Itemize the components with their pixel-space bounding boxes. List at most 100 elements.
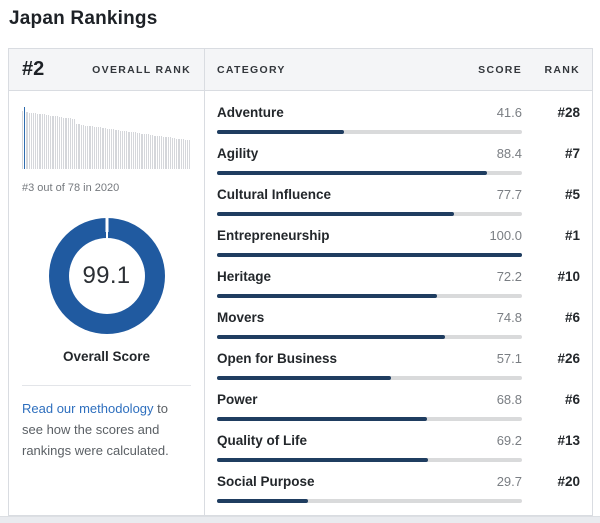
score-bar-track xyxy=(217,499,522,503)
category-label: Power xyxy=(217,392,258,407)
category-rank: #6 xyxy=(564,392,580,407)
rank-bar xyxy=(89,126,91,169)
score-bar-track xyxy=(217,294,522,298)
rank-bar xyxy=(167,137,169,169)
score-bar-track xyxy=(217,130,522,134)
rank-bar xyxy=(82,124,84,169)
category-rank: #5 xyxy=(564,187,580,202)
score-bar-fill xyxy=(217,417,427,421)
methodology-link[interactable]: Read our methodology xyxy=(22,401,154,416)
page-title: Japan Rankings xyxy=(9,8,158,29)
category-label: Heritage xyxy=(217,269,272,284)
score-bar-track xyxy=(217,335,522,339)
rank-bar xyxy=(178,138,180,169)
score-bar-fill xyxy=(217,130,344,134)
score-bar-fill xyxy=(217,253,522,257)
rank-bar xyxy=(158,136,160,169)
category-rows: Adventure 41.6 #28 Agility 88.4 #7 Cultu… xyxy=(205,91,592,503)
panel-divider xyxy=(22,385,191,386)
rank-bar xyxy=(43,114,45,169)
score-bar-track xyxy=(217,376,522,380)
rank-bar xyxy=(37,113,39,169)
category-label: Social Purpose xyxy=(217,474,315,489)
rank-bar xyxy=(91,126,93,169)
category-rank: #7 xyxy=(564,146,580,161)
table-row: Heritage 72.2 #10 xyxy=(217,257,580,298)
category-score: 29.7 xyxy=(496,474,522,489)
table-row: Entrepreneurship 100.0 #1 xyxy=(217,216,580,257)
rank-bar xyxy=(100,127,102,169)
category-label: Adventure xyxy=(217,105,284,120)
rank-bar xyxy=(113,129,115,169)
table-row: Quality of Life 69.2 #13 xyxy=(217,421,580,462)
category-rank: #1 xyxy=(564,228,580,243)
overall-score-donut: 99.1 xyxy=(48,218,165,334)
rank-bar xyxy=(161,136,163,169)
table-row: Power 68.8 #6 xyxy=(217,380,580,421)
donut-hole: 99.1 xyxy=(68,238,145,314)
rank-bar xyxy=(22,111,24,169)
rank-bar xyxy=(171,138,174,169)
rank-bar xyxy=(143,133,145,169)
next-section-strip xyxy=(0,516,600,523)
category-score: 57.1 xyxy=(496,351,522,366)
rank-bar xyxy=(150,134,152,169)
rank-bar xyxy=(108,128,111,169)
rank-history-caption: #3 out of 78 in 2020 xyxy=(22,182,120,194)
column-header-category: CATEGORY xyxy=(217,63,286,76)
category-score: 72.2 xyxy=(496,269,522,284)
rank-bar xyxy=(56,116,58,169)
score-bar-fill xyxy=(217,294,438,298)
column-header-score: SCORE xyxy=(478,63,522,76)
rank-bar xyxy=(169,137,171,169)
overall-rank-value: #2 xyxy=(22,58,45,80)
rank-bar xyxy=(154,135,156,169)
rank-bar xyxy=(182,139,184,169)
methodology-rest: to see how the scores and rankings were … xyxy=(22,401,169,459)
rank-bar xyxy=(39,113,41,169)
rank-bar xyxy=(163,136,165,169)
rank-bar xyxy=(61,116,63,169)
category-rank: #28 xyxy=(557,105,580,120)
rank-bar xyxy=(71,118,74,169)
category-rank: #20 xyxy=(557,474,580,489)
rank-bar xyxy=(102,128,104,169)
rankings-card: #2 OVERALL RANK #3 out of 78 in 2020 99.… xyxy=(8,48,593,516)
rank-bar xyxy=(119,130,121,169)
rank-bar xyxy=(35,113,37,169)
category-score: 100.0 xyxy=(489,228,522,243)
rank-bar xyxy=(28,112,30,169)
rank-bar-highlighted xyxy=(24,107,26,169)
rank-bar xyxy=(128,131,130,169)
category-label: Entrepreneurship xyxy=(217,228,330,243)
category-label: Cultural Influence xyxy=(217,187,332,202)
score-bar-fill xyxy=(217,171,487,175)
rank-bar xyxy=(78,124,80,169)
category-rank: #6 xyxy=(564,310,580,325)
category-score: 69.2 xyxy=(496,433,522,448)
score-bar-track xyxy=(217,171,522,175)
category-label: Agility xyxy=(217,146,259,161)
rank-bar xyxy=(126,131,128,169)
rank-bar xyxy=(30,112,32,169)
rank-bar xyxy=(189,139,191,169)
rank-bar xyxy=(54,116,56,169)
rank-bar xyxy=(80,124,82,169)
score-bar-fill xyxy=(217,499,308,503)
rank-bar xyxy=(84,125,87,169)
overall-rank-panel: #2 OVERALL RANK #3 out of 78 in 2020 99.… xyxy=(9,49,205,515)
rank-bar xyxy=(174,138,176,169)
rank-bar xyxy=(137,133,139,169)
rank-bar xyxy=(134,132,137,169)
rank-bar xyxy=(65,117,67,169)
rank-bar xyxy=(58,116,61,169)
category-table-header: CATEGORY SCORE RANK xyxy=(205,49,592,91)
overall-rank-label: OVERALL RANK xyxy=(92,63,191,76)
rank-bar xyxy=(141,133,143,169)
rank-bar xyxy=(124,131,126,169)
table-row: Cultural Influence 77.7 #5 xyxy=(217,175,580,216)
category-label: Movers xyxy=(217,310,265,325)
rank-bar xyxy=(147,134,150,169)
score-bar-track xyxy=(217,253,522,257)
score-bar-track xyxy=(217,417,522,421)
